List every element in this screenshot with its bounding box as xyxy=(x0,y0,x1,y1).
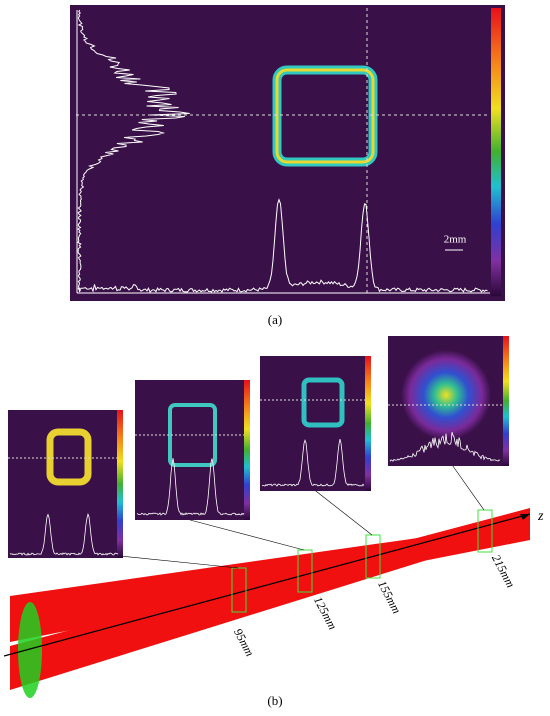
image-155 xyxy=(260,356,371,491)
panel-a: 2mm (a) xyxy=(70,5,505,327)
plane-label: 125mm xyxy=(311,594,340,632)
image-125 xyxy=(135,380,250,520)
image-background xyxy=(70,5,505,301)
axis-label: z xyxy=(537,509,544,524)
plane-label: 215mm xyxy=(489,552,518,590)
vertical-profile xyxy=(77,9,190,293)
beam xyxy=(3,508,531,698)
colorbar xyxy=(491,8,501,296)
scale-label: 2mm xyxy=(444,234,467,246)
plane-label: 155mm xyxy=(375,578,404,616)
horizontal-profile xyxy=(77,198,488,293)
square-ring-core xyxy=(275,68,375,164)
image-215 xyxy=(388,336,509,466)
planes xyxy=(231,509,493,613)
plane-label: 95mm xyxy=(231,626,257,659)
caption: (b) xyxy=(267,693,282,708)
beam-images xyxy=(8,336,509,558)
connectors xyxy=(119,461,485,569)
caption: (a) xyxy=(268,312,282,327)
image-95 xyxy=(8,410,123,558)
